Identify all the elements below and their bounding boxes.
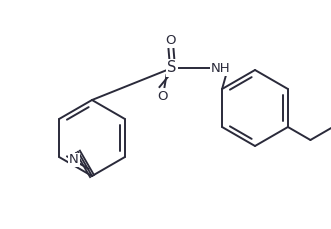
Text: O: O [157,90,167,103]
Text: S: S [167,60,177,76]
Text: N: N [69,153,79,166]
Text: NH: NH [211,62,231,74]
Text: O: O [166,33,176,46]
